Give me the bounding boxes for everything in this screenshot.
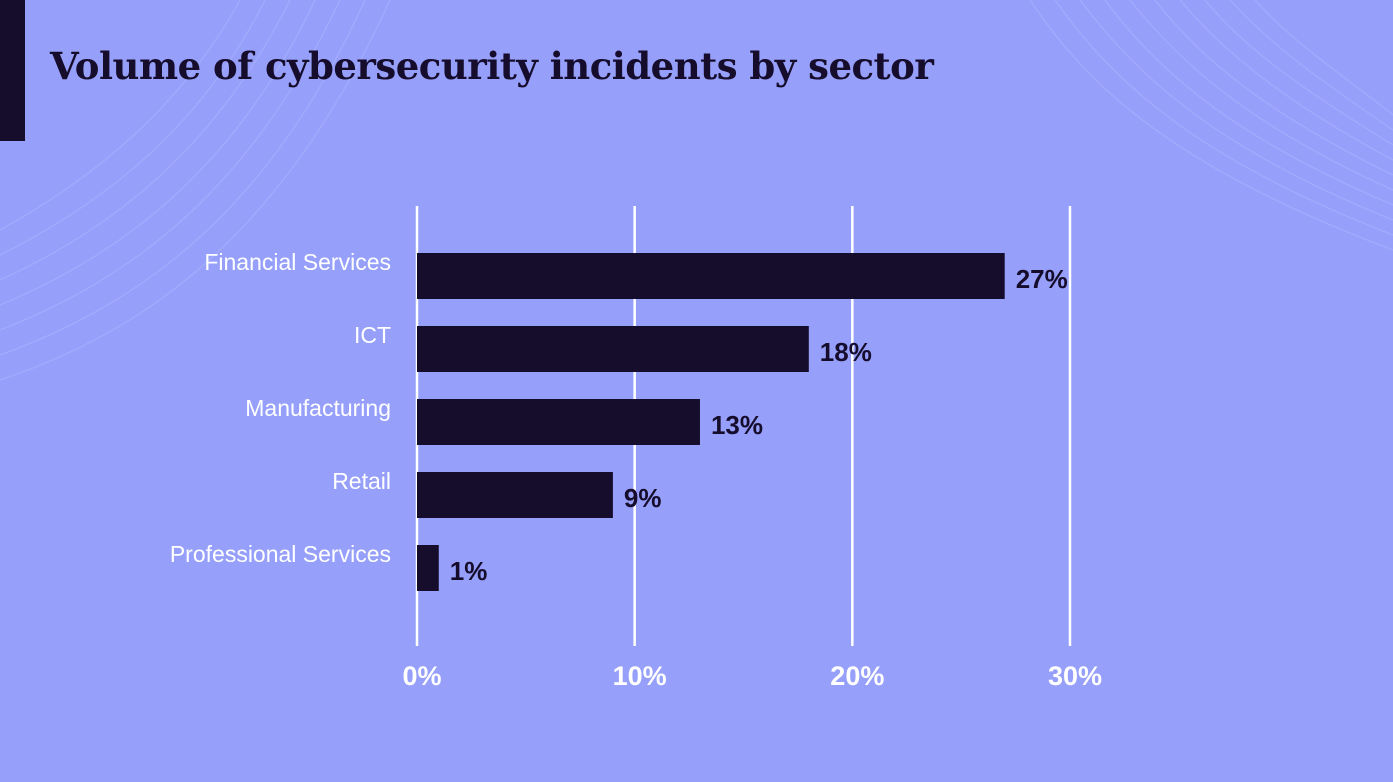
chart-title: Volume of cybersecurity incidents by sec…: [50, 44, 934, 88]
bar: [417, 399, 700, 445]
data-label: 1%: [450, 556, 488, 586]
x-tick-label: 20%: [830, 661, 884, 691]
bar: [417, 326, 809, 372]
data-label: 27%: [1016, 264, 1068, 294]
category-label: Retail: [332, 468, 391, 494]
accent-bar: [0, 0, 25, 141]
data-label: 18%: [820, 337, 872, 367]
x-tick-label: 10%: [613, 661, 667, 691]
x-tick-label: 0%: [402, 661, 441, 691]
bar: [417, 472, 613, 518]
bar: [417, 253, 1005, 299]
bar: [417, 545, 439, 591]
category-label: Professional Services: [170, 541, 391, 567]
data-label: 9%: [624, 483, 662, 513]
data-label: 13%: [711, 410, 763, 440]
x-tick-label: 30%: [1048, 661, 1102, 691]
category-label: ICT: [354, 322, 391, 348]
category-label: Manufacturing: [245, 395, 391, 421]
category-label: Financial Services: [204, 249, 391, 275]
